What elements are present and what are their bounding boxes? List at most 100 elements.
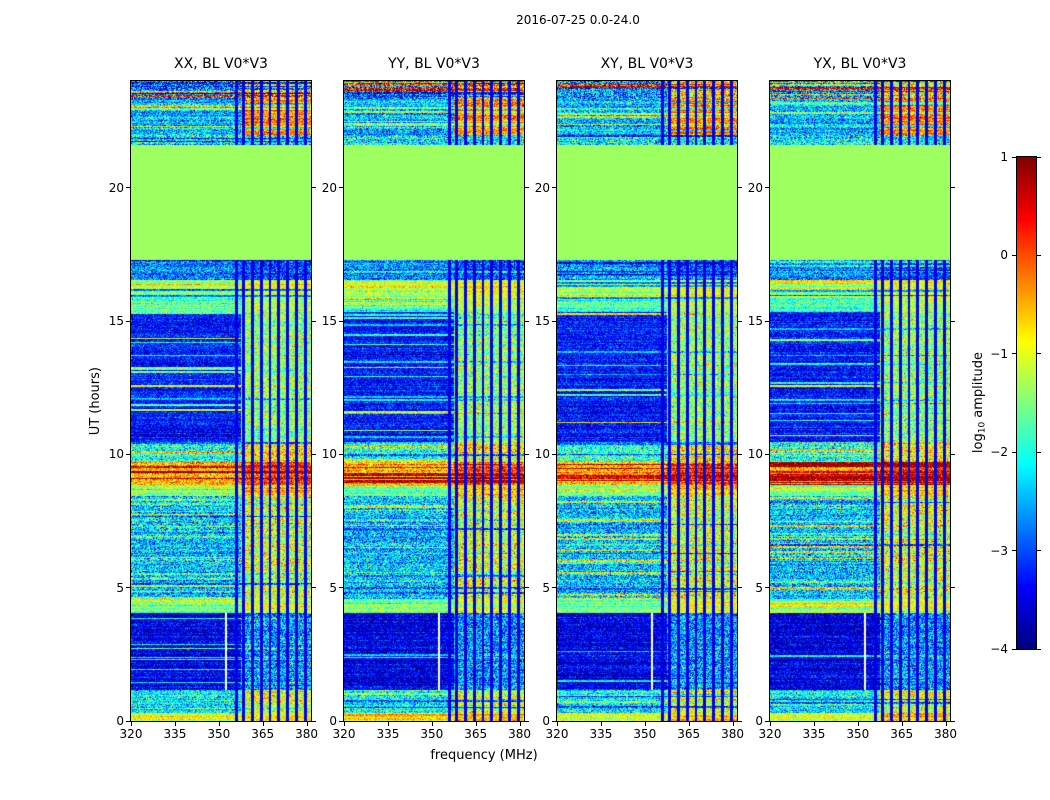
y-tick-mark xyxy=(738,320,742,322)
y-tick-mark xyxy=(525,453,529,455)
x-tick-label: 380 xyxy=(295,727,319,741)
y-tick-mark xyxy=(951,453,955,455)
y-tick-label: 10 xyxy=(108,447,124,462)
y-axis-label: UT (hours) xyxy=(86,80,104,722)
y-tick-mark xyxy=(339,720,343,722)
y-tick-label: 0 xyxy=(542,714,550,728)
colorbar-tick-label: −1 xyxy=(990,346,1008,361)
y-tick-label: 10 xyxy=(534,447,550,462)
colorbar-label-text: log10 amplitude xyxy=(971,352,988,453)
y-tick-mark xyxy=(738,453,742,455)
y-tick-label: 5 xyxy=(329,580,337,595)
spectrogram-canvas-xx xyxy=(130,80,312,722)
colorbar-tick-mark xyxy=(1012,254,1016,256)
colorbar-tick-mark xyxy=(1012,550,1016,552)
colorbar-tick-mark xyxy=(1037,648,1041,650)
x-tick-label: 365 xyxy=(677,727,701,741)
colorbar-tick-label: 0 xyxy=(1000,248,1008,263)
y-tick-mark xyxy=(765,587,769,589)
panel-title-yx: YX, BL V0*V3 xyxy=(813,56,907,72)
y-tick-mark xyxy=(126,320,130,322)
colorbar-label-sub: 10 xyxy=(977,422,988,434)
x-tick-mark xyxy=(344,722,345,726)
x-tick-label: 320 xyxy=(332,727,356,741)
x-tick-mark xyxy=(218,722,220,726)
y-tick-mark xyxy=(765,453,769,455)
colorbar-tick-mark xyxy=(1037,451,1041,453)
colorbar-canvas xyxy=(1016,156,1037,650)
x-tick-label: 350 xyxy=(633,727,657,741)
y-tick-mark xyxy=(525,720,529,722)
spectrogram-canvas-yx xyxy=(769,80,951,722)
x-tick-label: 380 xyxy=(721,727,745,741)
y-tick-mark xyxy=(312,453,316,455)
x-tick-mark xyxy=(475,722,477,726)
y-tick-mark xyxy=(951,187,955,189)
colorbar-tick-mark xyxy=(1037,550,1041,552)
colorbar-tick-label: −4 xyxy=(990,642,1008,656)
y-tick-mark xyxy=(552,453,556,455)
y-tick-label: 20 xyxy=(321,180,337,195)
x-tick-mark xyxy=(519,722,521,726)
x-tick-mark xyxy=(600,722,602,726)
x-axis-label: frequency (MHz) xyxy=(430,748,538,763)
x-tick-label: 320 xyxy=(119,727,143,741)
x-tick-mark xyxy=(770,722,771,726)
x-tick-label: 365 xyxy=(890,727,914,741)
colorbar-label: log10 amplitude xyxy=(970,156,988,650)
y-tick-mark xyxy=(525,187,529,189)
x-tick-mark xyxy=(813,722,815,726)
colorbar-tick-mark xyxy=(1012,353,1016,355)
spectrogram-canvas-yy xyxy=(343,80,525,722)
x-tick-mark xyxy=(262,722,264,726)
y-tick-mark xyxy=(312,187,316,189)
y-tick-label: 5 xyxy=(116,580,124,595)
y-tick-mark xyxy=(339,320,343,322)
y-tick-mark xyxy=(738,720,742,722)
y-tick-mark xyxy=(312,587,316,589)
spectrogram-panel-xy: XY, BL V0*V3 0 5 10 15 20 320 335 350 365 380 xyxy=(535,56,744,741)
x-tick-mark xyxy=(431,722,433,726)
colorbar-tick-label: −2 xyxy=(990,445,1008,460)
x-tick-mark xyxy=(306,722,308,726)
x-tick-mark xyxy=(387,722,389,726)
x-tick-mark xyxy=(557,722,558,726)
spectrogram-canvas-xy xyxy=(556,80,738,722)
colorbar-label-suffix: amplitude xyxy=(970,352,986,423)
y-tick-mark xyxy=(126,720,130,722)
y-tick-mark xyxy=(312,320,316,322)
y-tick-mark xyxy=(525,320,529,322)
x-tick-label: 365 xyxy=(464,727,488,741)
x-tick-mark xyxy=(644,722,646,726)
panel-title-xy: XY, BL V0*V3 xyxy=(600,56,694,72)
y-tick-mark xyxy=(126,587,130,589)
y-tick-mark xyxy=(525,587,529,589)
x-tick-label: 380 xyxy=(508,727,532,741)
x-tick-label: 320 xyxy=(758,727,782,741)
panel-title-xx: XX, BL V0*V3 xyxy=(174,56,268,72)
colorbar-tick-mark xyxy=(1012,156,1016,158)
x-tick-label: 350 xyxy=(846,727,870,741)
x-tick-mark xyxy=(688,722,690,726)
x-tick-label: 380 xyxy=(934,727,958,741)
x-tick-mark xyxy=(945,722,947,726)
y-tick-mark xyxy=(552,320,556,322)
figure-title: 2016-07-25 0.0-24.0 xyxy=(516,13,640,27)
y-tick-label: 15 xyxy=(108,314,124,328)
y-tick-mark xyxy=(738,587,742,589)
x-tick-label: 335 xyxy=(802,727,826,741)
spectrogram-panel-xx: XX, BL V0*V3 0 5 10 15 20 320 335 350 365 380 xyxy=(109,56,318,741)
x-tick-label: 365 xyxy=(251,727,275,741)
x-tick-label: 350 xyxy=(207,727,231,741)
y-tick-mark xyxy=(552,187,556,189)
y-tick-mark xyxy=(339,453,343,455)
colorbar-tick-mark xyxy=(1037,156,1041,158)
colorbar-tick-label: 1 xyxy=(1000,150,1008,164)
y-tick-mark xyxy=(126,187,130,189)
y-tick-label: 15 xyxy=(534,314,550,328)
y-tick-label: 10 xyxy=(321,447,337,462)
x-tick-mark xyxy=(131,722,132,726)
panel-title-yy: YY, BL V0*V3 xyxy=(388,56,480,72)
y-tick-label: 10 xyxy=(747,447,763,462)
x-tick-label: 350 xyxy=(420,727,444,741)
